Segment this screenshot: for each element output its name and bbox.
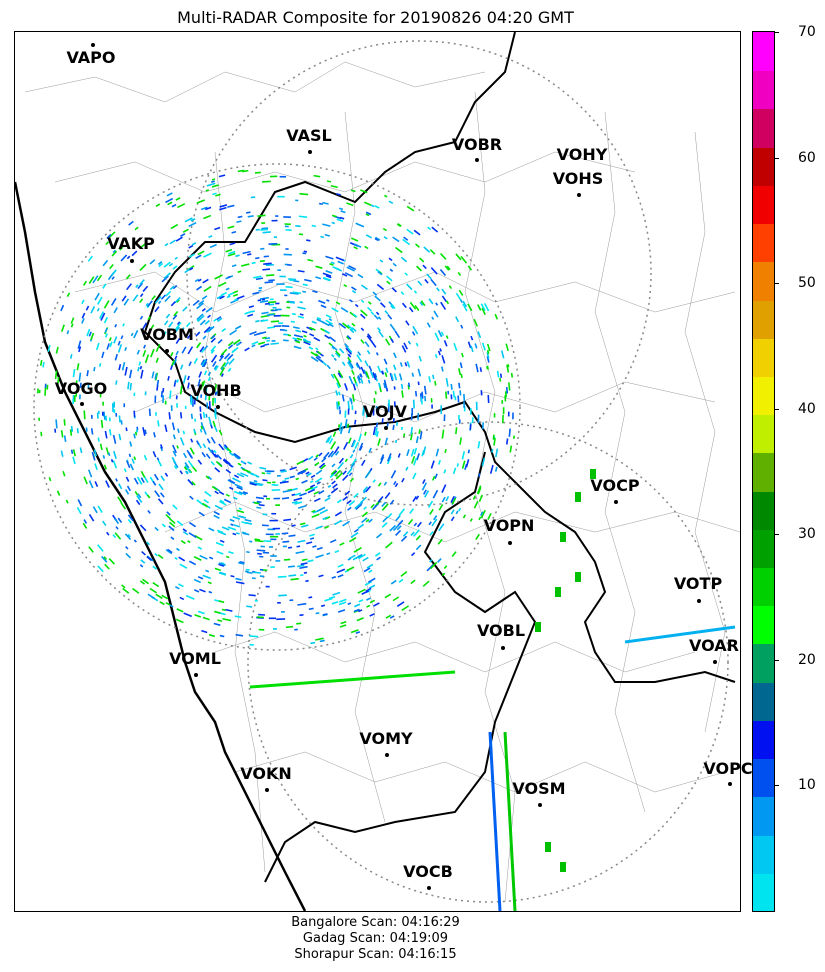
station-dot (577, 193, 581, 197)
station-dot (265, 788, 269, 792)
station-label: VAPO (66, 48, 116, 67)
station-dot (308, 150, 312, 154)
station-dot (475, 158, 479, 162)
colorbar-tick (774, 283, 779, 285)
station-dot (384, 426, 388, 430)
colorbar-segment (753, 452, 774, 492)
station-label: VAKP (107, 234, 155, 253)
colorbar-segment (753, 146, 774, 186)
colorbar-segment (753, 184, 774, 225)
station-label: VOCB (403, 862, 453, 881)
radial-artifacts (249, 625, 736, 911)
map-title: Multi-RADAR Composite for 20190826 04:20… (177, 8, 574, 27)
station-dot (713, 660, 717, 664)
colorbar-tick-label: 50 (798, 275, 816, 292)
station-label: VOPC (703, 759, 753, 778)
colorbar-segment (753, 681, 774, 721)
colorbar-segment (753, 490, 774, 530)
scan-time-shorapur: Shorapur Scan: 04:16:15 (294, 947, 457, 962)
station-dot (91, 43, 95, 47)
scan-time-gadag: Gadag Scan: 04:19:09 (302, 931, 449, 946)
station-label: VOJV (362, 402, 408, 421)
station-dot (80, 402, 84, 406)
station-dot (508, 541, 512, 545)
colorbar-tick (774, 32, 779, 33)
colorbar-segment (753, 108, 774, 148)
colorbar-segment (753, 643, 774, 683)
scan-time-bangalore: Bangalore Scan: 04:16:29 (291, 915, 460, 930)
colorbar-segment (753, 758, 774, 798)
station-label: VOPN (483, 516, 535, 535)
station-label: VOHY (556, 145, 608, 164)
station-dot (165, 349, 169, 353)
colorbar-tick-label: 40 (798, 400, 816, 417)
colorbar-segment (753, 414, 774, 454)
station-label: VOKN (240, 764, 292, 783)
station-label: VOHS (552, 169, 604, 188)
colorbar-segment (753, 70, 774, 110)
colorbar-segment (753, 32, 774, 72)
station-dot (697, 599, 701, 603)
station-dot (538, 803, 542, 807)
colorbar-tick-label: 10 (798, 777, 816, 794)
colorbar-segment (753, 834, 774, 874)
station-label: VOHB (190, 381, 242, 400)
station-label: VOML (169, 649, 221, 668)
station-dot (194, 673, 198, 677)
colorbar-tick-label: 60 (798, 149, 816, 166)
station-label: VOBM (140, 325, 194, 344)
colorbar-tick (774, 659, 779, 661)
colorbar-segment (753, 299, 774, 339)
colorbar-segment (753, 261, 774, 301)
colorbar-tick (774, 408, 779, 410)
coastline (15, 181, 307, 911)
station-dot (385, 753, 389, 757)
station-label: VOGO (54, 379, 108, 398)
colorbar-segment (753, 528, 774, 569)
station-label: VASL (286, 126, 332, 145)
state-boundary (143, 32, 736, 683)
station-dot (728, 782, 732, 786)
radar-range-rings (33, 40, 729, 903)
colorbar-tick-label: 30 (798, 526, 816, 543)
station-dot (130, 259, 134, 263)
station-label: VOAR (689, 636, 739, 655)
station-label: VOSM (512, 779, 566, 798)
station-dot (216, 405, 220, 409)
radar-map[interactable] (14, 31, 741, 912)
station-dot (614, 500, 618, 504)
colorbar-segment (753, 223, 774, 263)
colorbar-segment (753, 375, 774, 416)
colorbar-tick (774, 785, 779, 787)
map-canvas (15, 32, 740, 911)
colorbar-segment (753, 872, 774, 911)
reflectivity-echoes (37, 169, 596, 872)
station-dot (427, 886, 431, 890)
colorbar-tick-label: 20 (798, 651, 816, 668)
station-label: VOBR (451, 135, 503, 154)
colorbar-segment (753, 796, 774, 836)
colorbar-segment (753, 605, 774, 645)
station-label: VOTP (673, 574, 723, 593)
colorbar-tick (774, 534, 779, 536)
colorbar-segment (753, 719, 774, 760)
station-label: VOBL (476, 621, 526, 640)
station-dot (501, 646, 505, 650)
colorbar-segment (753, 567, 774, 607)
state-boundary-south (264, 451, 537, 883)
colorbar-segment (753, 337, 774, 377)
station-label: VOMY (359, 729, 413, 748)
colorbar-tick-label: 70 (798, 24, 816, 40)
colorbar-tick (774, 157, 779, 159)
station-label: VOCP (590, 476, 640, 495)
reflectivity-colorbar (752, 31, 775, 912)
